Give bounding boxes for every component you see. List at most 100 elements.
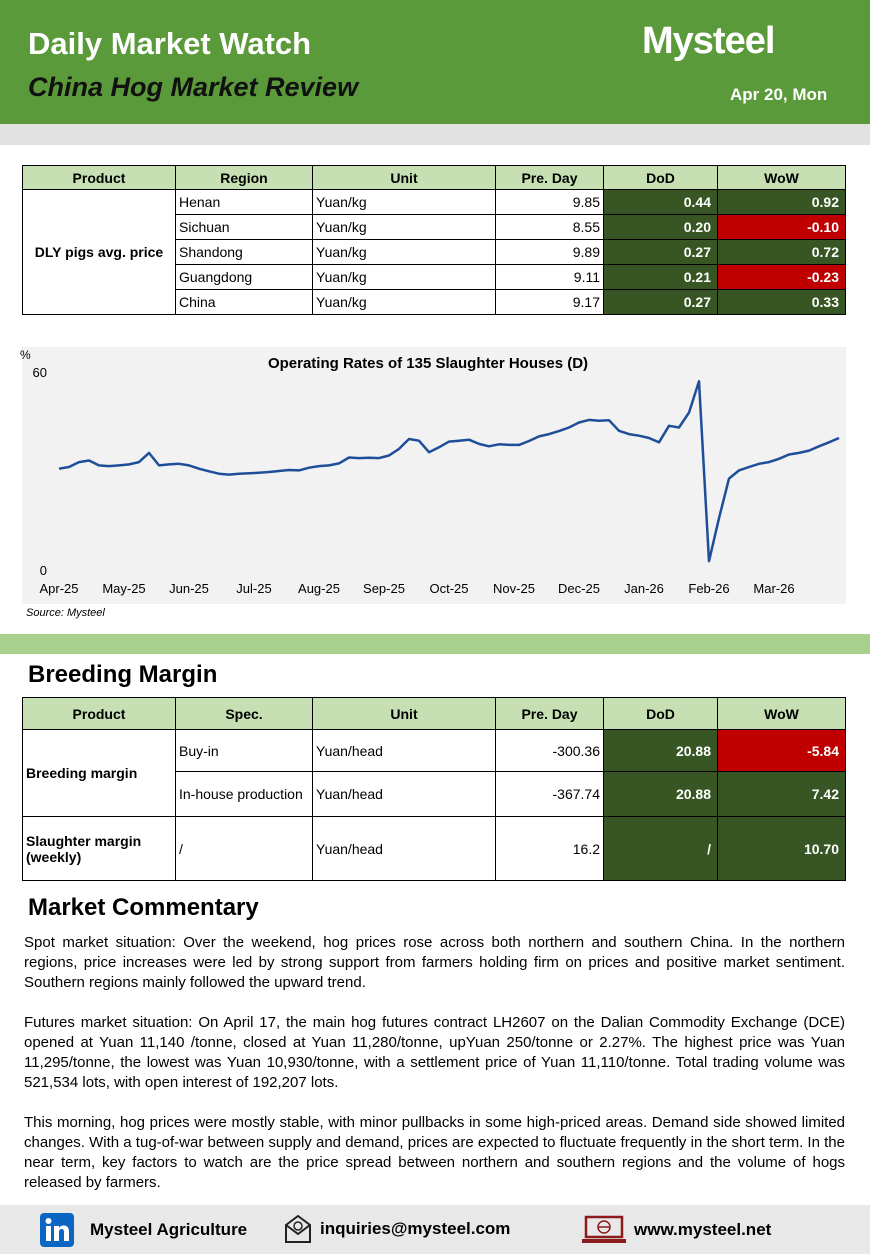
cell: -367.74 (495, 771, 604, 817)
cell: -0.10 (717, 214, 846, 240)
x-tick-label: Sep-25 (363, 581, 405, 596)
chart: Operating Rates of 135 Slaughter Houses … (20, 348, 840, 619)
paragraph: This morning, hog prices were mostly sta… (24, 1114, 845, 1191)
date: Apr 20, Mon (730, 85, 828, 104)
y-axis-label: % (20, 348, 31, 362)
product-cell: Slaughter margin (weekly) (22, 816, 176, 881)
cell: 9.89 (495, 239, 604, 265)
section-title: Market Commentary (28, 894, 259, 921)
header-cell: Spec. (175, 697, 313, 730)
cell: -0.23 (717, 264, 846, 290)
cell: Yuan/kg (312, 264, 496, 290)
cell: 0.72 (717, 239, 846, 265)
logo: Mysteel (642, 20, 775, 62)
section-band (0, 634, 870, 654)
cell: 0.20 (603, 214, 718, 240)
y-tick-label: 0 (40, 563, 47, 578)
product-cell: DLY pigs avg. price (22, 189, 176, 315)
cell: Yuan/head (312, 729, 496, 772)
commentary: Spot market situation: Over the weekend,… (24, 933, 845, 1213)
cell: 0.27 (603, 239, 718, 265)
header-cell: DoD (603, 697, 718, 730)
footer-band (0, 1205, 870, 1254)
cell: In-house production (175, 771, 313, 817)
row: Slaughter margin (weekly) / Yuan/head 16.2/… (22, 816, 846, 881)
header-row: Product Region Unit Pre. Day DoD WoW (22, 165, 846, 190)
x-tick-label: Jul-25 (236, 581, 271, 596)
x-tick-label: Aug-25 (298, 581, 340, 596)
subtitle: China Hog Market Review (28, 72, 359, 102)
cell: 20.88 (603, 771, 718, 817)
cell: Henan (175, 189, 313, 215)
x-tick-label: Apr-25 (39, 581, 78, 596)
row: DLY pigs avg. price Henan Yuan/kg 9.85 0.44 0… (22, 189, 846, 315)
margin-table: Product Spec. Unit Pre. Day DoD WoW Breeding m… (22, 697, 846, 881)
header-cell: WoW (717, 165, 846, 190)
header-cell: Unit (312, 697, 496, 730)
cell: 0.44 (603, 189, 718, 215)
header-cell: Pre. Day (495, 165, 604, 190)
row: Shandong Yuan/kg 9.89 0.27 0.72 (23, 239, 846, 265)
header-cell: Pre. Day (495, 697, 604, 730)
cell: 0.92 (717, 189, 846, 215)
cell: 9.85 (495, 189, 604, 215)
email-icon (285, 1214, 311, 1243)
x-tick-label: Jun-25 (169, 581, 209, 596)
cell: / (175, 816, 313, 881)
x-tick-label: May-25 (102, 581, 145, 596)
chart-title: Operating Rates of 135 Slaughter Houses … (268, 355, 588, 372)
cell: 0.33 (717, 289, 846, 315)
cell: Yuan/kg (312, 239, 496, 265)
cell: 0.27 (603, 289, 718, 315)
row: Guangdong Yuan/kg 9.11 0.21 -0.23 (23, 264, 846, 290)
header-cell: DoD (603, 165, 718, 190)
cell: Yuan/head (312, 816, 496, 881)
product-cell: Breeding margin (22, 729, 176, 817)
section-title: Breeding Margin (28, 661, 218, 688)
cell: 0.21 (603, 264, 718, 290)
header-row: Product Spec. Unit Pre. Day DoD WoW (22, 697, 846, 730)
header-cell: WoW (717, 697, 846, 730)
cell: 7.42 (717, 771, 846, 817)
row: Breeding margin Buy-in Yuan/head -300.36 20.… (22, 729, 846, 817)
header-band (0, 0, 870, 124)
cell: Sichuan (175, 214, 313, 240)
x-tick-label: Dec-25 (558, 581, 600, 596)
paragraph: Futures market situation: On April 17, t… (24, 1014, 845, 1091)
row: In-house production Yuan/head -367.74 20.88… (23, 771, 846, 817)
header-strip (0, 124, 870, 145)
footer-email: inquiries@mysteel.com (320, 1219, 511, 1238)
cell: Yuan/kg (312, 189, 496, 215)
x-tick-label: Feb-26 (688, 581, 729, 596)
source: Source: Mysteel (26, 607, 105, 619)
title: Daily Market Watch (28, 26, 312, 61)
cell: 9.11 (495, 264, 604, 290)
data-line (58, 380, 840, 563)
cell: 8.55 (495, 214, 604, 240)
header-cell: Product (22, 165, 176, 190)
cell: -5.84 (717, 729, 846, 772)
cell: Yuan/head (312, 771, 496, 817)
cell: Guangdong (175, 264, 313, 290)
footer-website: www.mysteel.net (634, 1220, 772, 1239)
cell: 10.70 (717, 816, 846, 881)
price-table: Product Region Unit Pre. Day DoD WoW DLY pigs … (22, 165, 846, 315)
y-tick-label: 60 (33, 365, 47, 380)
x-tick-label: Mar-26 (753, 581, 794, 596)
footer-linkedin: Mysteel Agriculture (90, 1220, 248, 1239)
cell: Yuan/kg (312, 289, 496, 315)
header-cell: Product (22, 697, 176, 730)
cell: Yuan/kg (312, 214, 496, 240)
cell: 20.88 (603, 729, 718, 772)
cell: Shandong (175, 239, 313, 265)
linkedin-icon (40, 1213, 74, 1247)
cell: -300.36 (495, 729, 604, 772)
x-tick-label: Nov-25 (493, 581, 535, 596)
web-icon (582, 1215, 626, 1243)
cell: / (603, 816, 718, 881)
cell: Buy-in (175, 729, 313, 772)
header-cell: Unit (312, 165, 496, 190)
header-cell: Region (175, 165, 313, 190)
x-tick-label: Oct-25 (429, 581, 468, 596)
